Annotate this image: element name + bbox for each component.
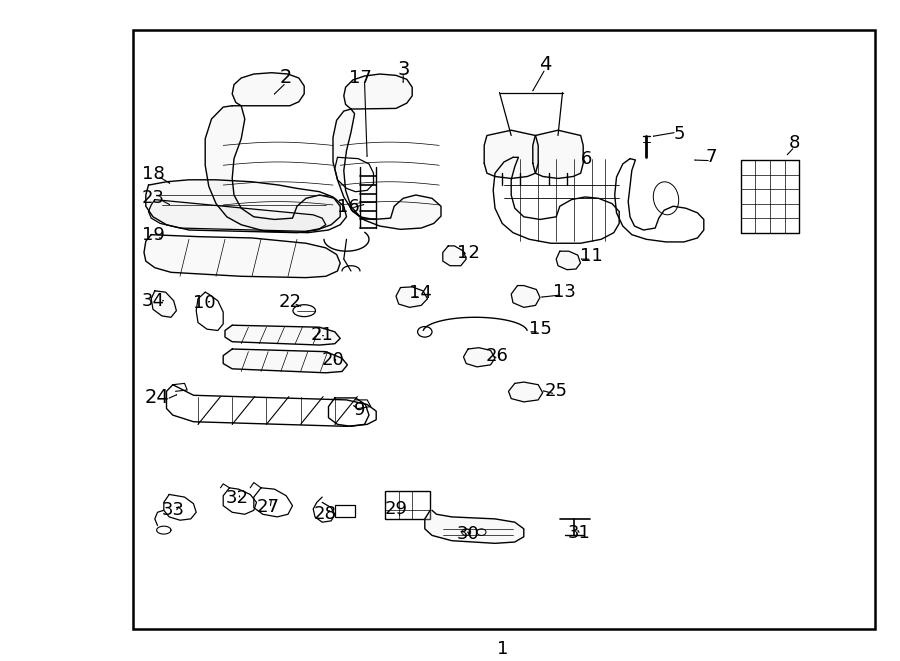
Text: 17: 17 bbox=[348, 69, 372, 87]
Polygon shape bbox=[344, 74, 412, 109]
Text: 7: 7 bbox=[706, 148, 716, 167]
Polygon shape bbox=[443, 246, 466, 266]
Polygon shape bbox=[425, 510, 524, 543]
Bar bbox=[385, 491, 430, 519]
Polygon shape bbox=[533, 130, 583, 178]
Text: 29: 29 bbox=[384, 500, 408, 518]
Text: 9: 9 bbox=[355, 401, 365, 419]
Polygon shape bbox=[205, 106, 346, 233]
Text: 34: 34 bbox=[141, 292, 165, 310]
Text: 12: 12 bbox=[456, 243, 480, 262]
Polygon shape bbox=[508, 382, 543, 402]
Text: 10: 10 bbox=[193, 293, 216, 312]
Text: 5: 5 bbox=[674, 124, 685, 143]
Text: 25: 25 bbox=[544, 382, 568, 401]
Polygon shape bbox=[148, 200, 326, 231]
Text: 26: 26 bbox=[485, 346, 508, 365]
Text: 14: 14 bbox=[409, 284, 432, 303]
Polygon shape bbox=[396, 287, 428, 307]
Text: 31: 31 bbox=[567, 524, 590, 543]
Text: 8: 8 bbox=[789, 134, 800, 153]
Text: 16: 16 bbox=[337, 198, 360, 216]
Text: 33: 33 bbox=[161, 501, 184, 520]
Polygon shape bbox=[464, 348, 495, 367]
Polygon shape bbox=[146, 180, 340, 233]
Text: 13: 13 bbox=[553, 283, 576, 301]
Text: 1: 1 bbox=[497, 640, 508, 658]
Bar bbox=[335, 505, 355, 517]
Text: 20: 20 bbox=[321, 351, 345, 369]
Polygon shape bbox=[556, 251, 581, 270]
Text: 23: 23 bbox=[141, 189, 165, 208]
Polygon shape bbox=[232, 73, 304, 106]
Text: 3: 3 bbox=[397, 60, 410, 79]
Text: 11: 11 bbox=[580, 247, 603, 265]
Polygon shape bbox=[484, 130, 538, 178]
Text: 6: 6 bbox=[581, 149, 592, 168]
Polygon shape bbox=[511, 286, 540, 307]
Polygon shape bbox=[151, 291, 176, 317]
Text: 21: 21 bbox=[310, 326, 334, 344]
Polygon shape bbox=[333, 109, 441, 229]
Text: 22: 22 bbox=[278, 293, 302, 311]
Text: 19: 19 bbox=[141, 225, 165, 244]
Text: 18: 18 bbox=[141, 165, 165, 183]
Text: 27: 27 bbox=[256, 498, 280, 516]
Text: 24: 24 bbox=[145, 389, 170, 407]
Text: 28: 28 bbox=[313, 504, 337, 523]
Text: 15: 15 bbox=[529, 320, 553, 338]
Bar bbox=[133, 30, 875, 629]
Polygon shape bbox=[225, 325, 340, 345]
Text: 30: 30 bbox=[456, 525, 480, 543]
Polygon shape bbox=[144, 235, 340, 278]
Text: 2: 2 bbox=[280, 69, 292, 87]
Polygon shape bbox=[223, 349, 347, 373]
Text: 32: 32 bbox=[226, 488, 249, 507]
Text: 4: 4 bbox=[539, 55, 552, 73]
